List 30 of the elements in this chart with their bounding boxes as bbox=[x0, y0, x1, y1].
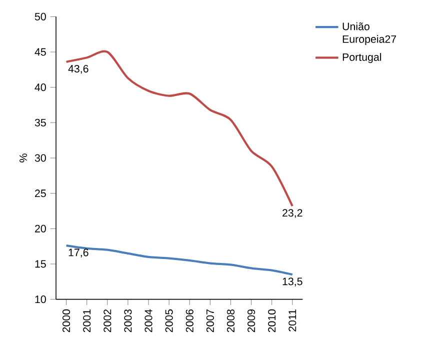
x-tick-label: 2004 bbox=[144, 309, 152, 332]
x-tick-label: 2005 bbox=[165, 309, 173, 332]
y-tick-label: 15 bbox=[35, 260, 46, 268]
y-tick-label: 25 bbox=[35, 190, 46, 198]
y-tick-label: 50 bbox=[34, 12, 46, 20]
x-tick-label: 2003 bbox=[124, 309, 132, 332]
y-tick-label: 30 bbox=[34, 154, 46, 162]
line-series bbox=[65, 244, 294, 276]
data-label: 17,6 bbox=[68, 248, 88, 258]
x-tick-label: 2011 bbox=[288, 309, 296, 332]
data-label: 23,2 bbox=[282, 209, 302, 218]
x-tick-label: 2007 bbox=[206, 310, 214, 332]
line-series bbox=[65, 50, 294, 208]
data-label: 43,6 bbox=[68, 64, 88, 74]
y-tick-label: 40 bbox=[34, 84, 46, 92]
y-axis-title: % bbox=[20, 154, 27, 162]
y-tick-label: 10 bbox=[35, 296, 46, 304]
y-tick-label: 20 bbox=[35, 224, 46, 232]
legend-label: Portugal bbox=[342, 53, 382, 63]
x-tick-label: 2009 bbox=[248, 309, 256, 332]
y-tick-label: 45 bbox=[34, 48, 46, 56]
x-tick-label: 2006 bbox=[186, 309, 194, 332]
x-tick-label: 2008 bbox=[226, 309, 234, 332]
data-label: 13,5 bbox=[282, 278, 302, 286]
x-tick-label: 2002 bbox=[104, 310, 112, 332]
legend-label: União Europeia27 bbox=[342, 22, 396, 46]
x-tick-label: 2001 bbox=[83, 309, 91, 332]
y-tick-label: 35 bbox=[34, 118, 46, 126]
x-tick-label: 2000 bbox=[62, 309, 70, 332]
x-tick-label: 2010 bbox=[268, 309, 276, 332]
